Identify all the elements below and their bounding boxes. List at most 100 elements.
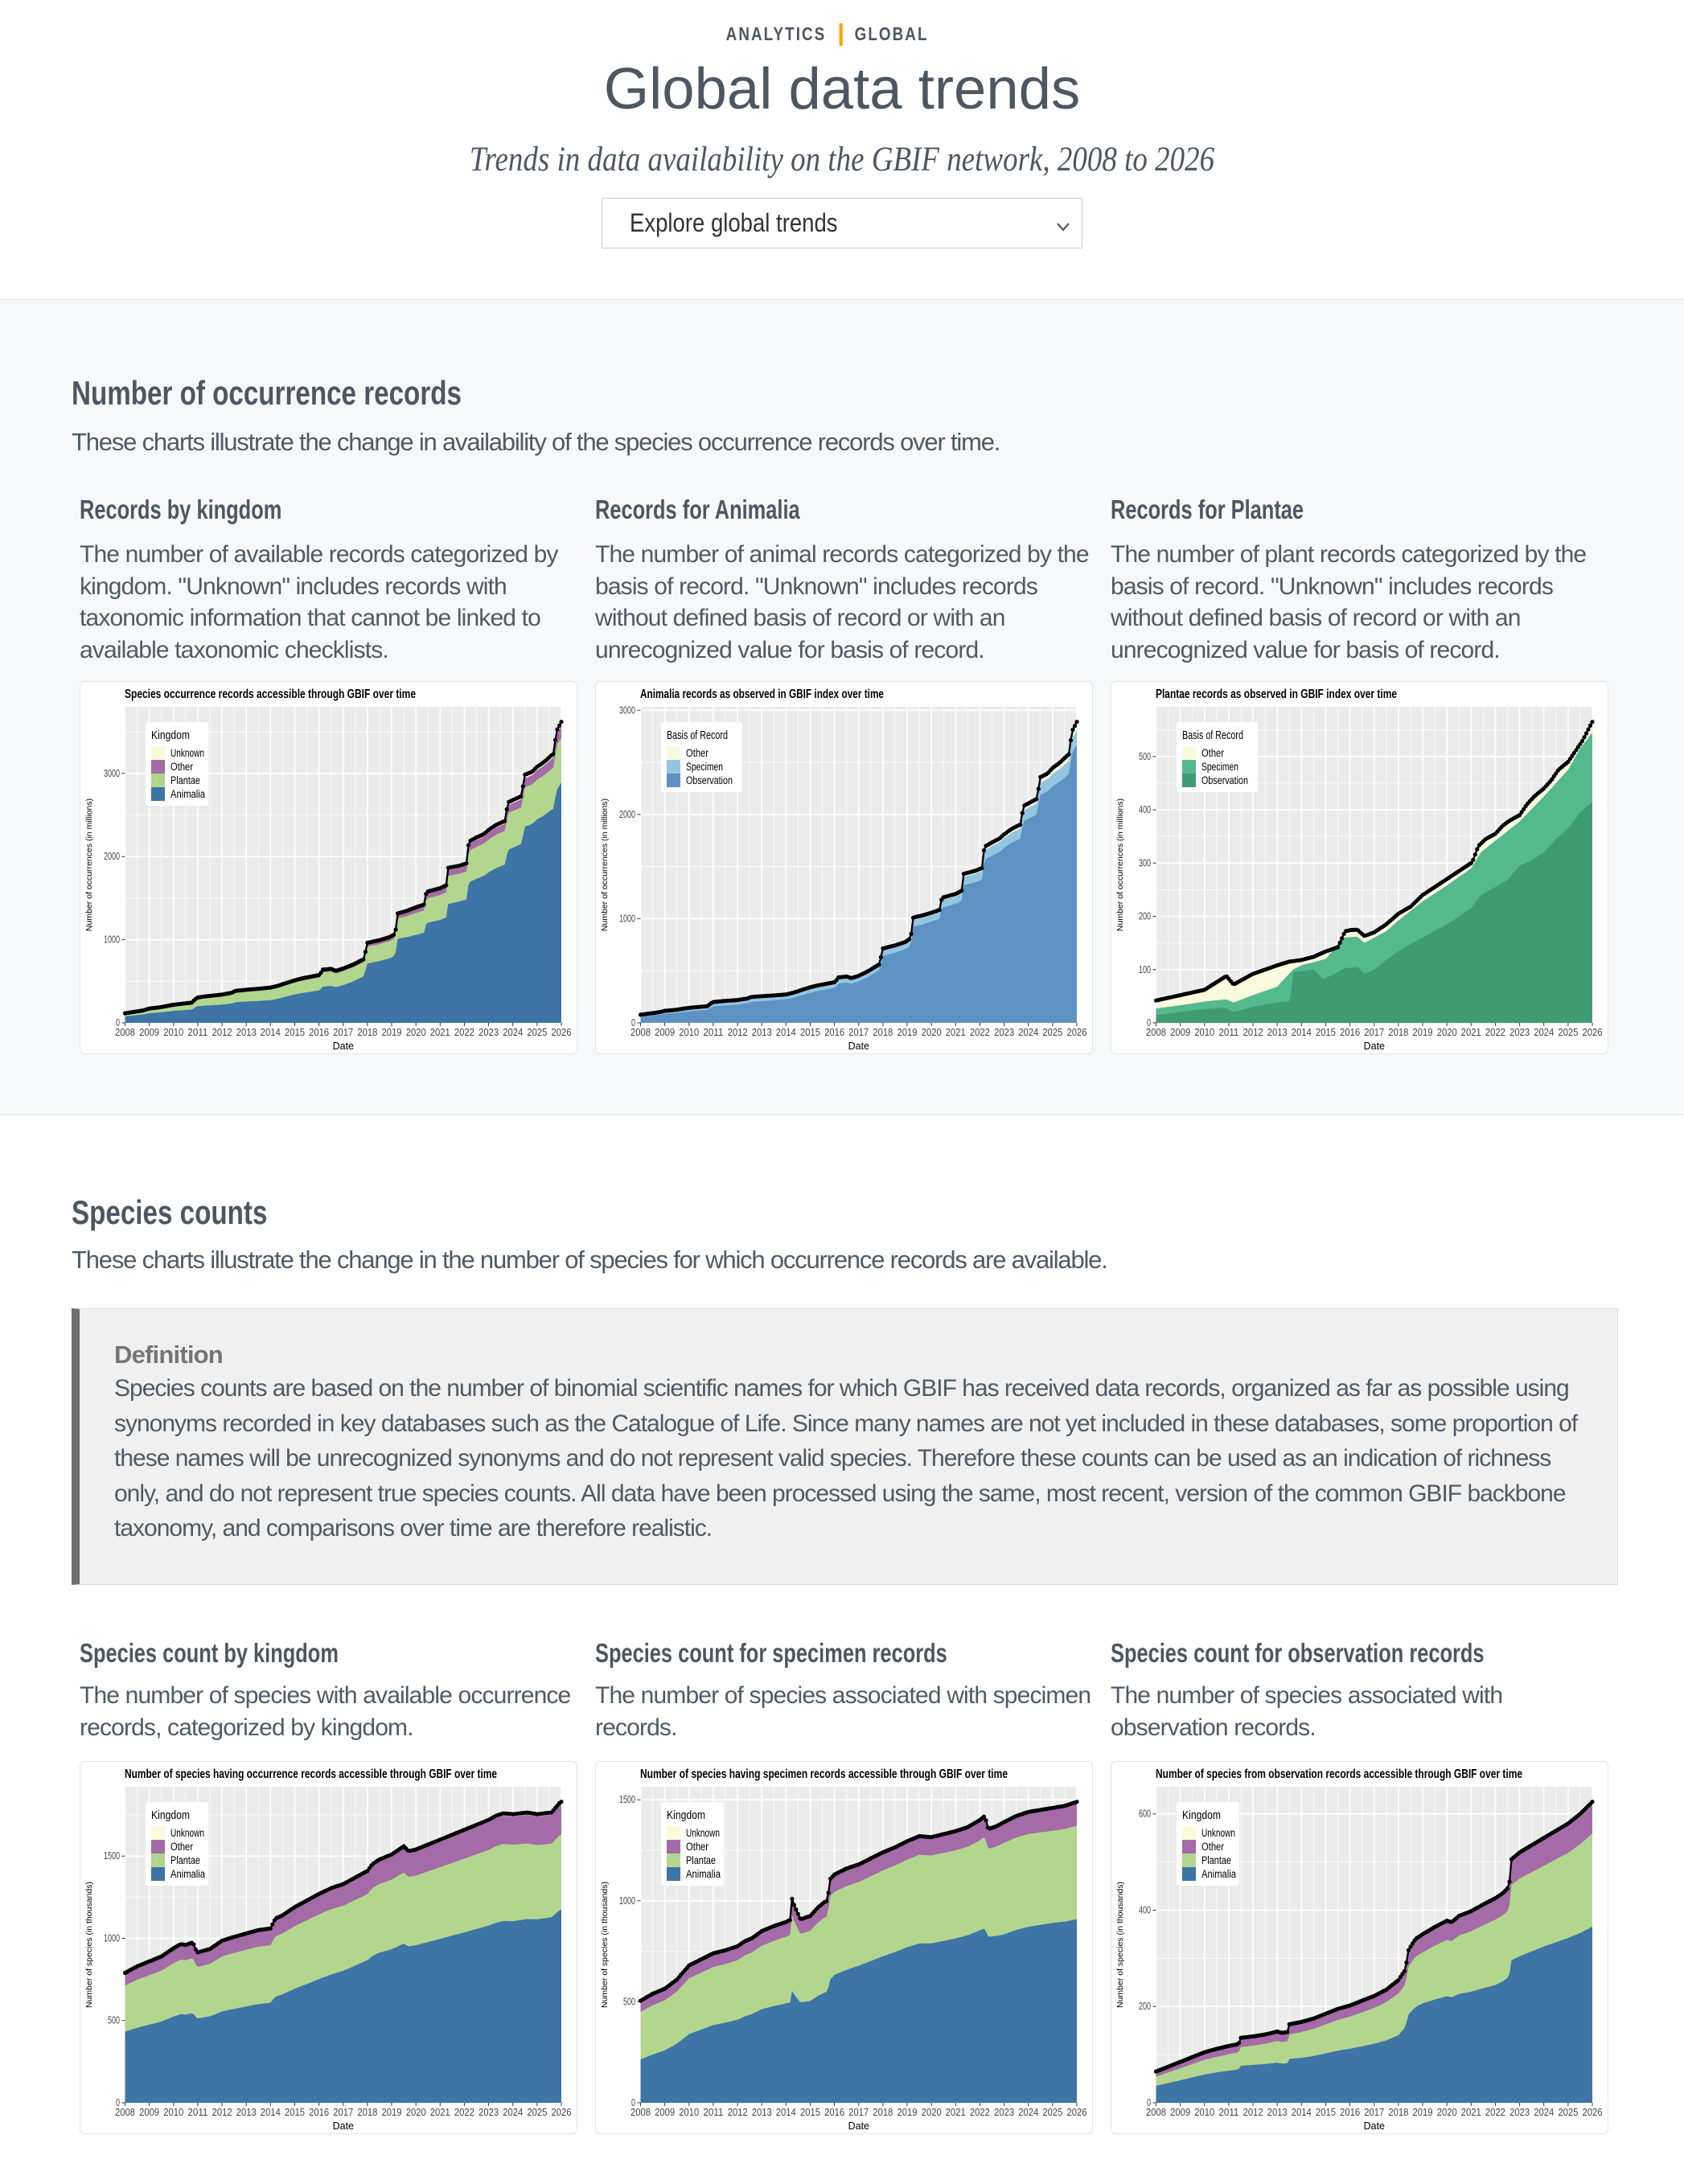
svg-text:2019: 2019 [1413,2106,1433,2118]
svg-text:2021: 2021 [1461,1026,1481,1038]
svg-text:2012: 2012 [728,1026,748,1038]
svg-text:2023: 2023 [994,2106,1014,2118]
svg-text:2017: 2017 [333,1026,353,1038]
svg-text:Unknown: Unknown [686,1827,720,1839]
svg-text:2000: 2000 [104,850,120,862]
svg-text:2019: 2019 [382,2106,402,2118]
svg-text:Other: Other [1201,747,1224,759]
svg-text:2026: 2026 [1583,1026,1603,1038]
svg-text:2015: 2015 [1316,1026,1336,1038]
svg-text:0: 0 [1147,2096,1151,2108]
svg-text:2009: 2009 [655,1026,675,1038]
svg-text:2018: 2018 [357,2106,377,2118]
svg-text:2015: 2015 [285,2106,305,2118]
svg-text:2010: 2010 [679,1026,699,1038]
svg-text:2017: 2017 [333,2106,353,2118]
svg-text:2018: 2018 [873,2106,893,2118]
svg-text:2015: 2015 [800,1026,820,1038]
svg-text:Plantae: Plantae [170,1854,200,1866]
svg-text:Specimen: Specimen [686,761,723,773]
svg-text:Animalia: Animalia [1201,1868,1236,1880]
svg-text:2018: 2018 [1388,2106,1408,2118]
svg-text:Kingdom: Kingdom [151,1808,190,1822]
svg-text:Kingdom: Kingdom [1182,1808,1221,1822]
svg-text:2008: 2008 [115,2106,135,2118]
svg-text:2017: 2017 [1364,2106,1384,2118]
svg-text:2020: 2020 [406,2106,426,2118]
svg-text:1000: 1000 [619,1895,635,1907]
svg-text:2012: 2012 [1243,2106,1263,2118]
svg-text:400: 400 [1139,803,1151,815]
svg-text:2016: 2016 [309,1026,329,1038]
svg-text:2025: 2025 [527,2106,547,2118]
svg-text:2013: 2013 [752,2106,772,2118]
svg-text:2008: 2008 [1146,2106,1166,2118]
svg-text:2017: 2017 [848,1026,869,1038]
svg-text:2015: 2015 [285,1026,305,1038]
svg-text:Other: Other [686,747,709,759]
svg-text:2018: 2018 [357,1026,377,1038]
svg-text:Number of species (in thousand: Number of species (in thousands) [600,1882,610,2008]
svg-text:2025: 2025 [1042,1026,1062,1038]
svg-text:Kingdom: Kingdom [667,1808,705,1822]
svg-text:2009: 2009 [139,1026,159,1038]
svg-text:2013: 2013 [1267,2106,1288,2118]
svg-text:Other: Other [686,1841,709,1853]
svg-text:0: 0 [116,2096,120,2108]
svg-text:Basis of Record: Basis of Record [1182,729,1243,742]
svg-text:2009: 2009 [1170,2106,1190,2118]
svg-text:2017: 2017 [1364,1026,1384,1038]
svg-text:2010: 2010 [163,2106,183,2118]
svg-text:2015: 2015 [1316,2106,1336,2118]
svg-text:2026: 2026 [1067,2106,1087,2118]
svg-text:600: 600 [1139,1808,1151,1820]
svg-text:Plantae: Plantae [170,774,200,786]
svg-text:2022: 2022 [1485,1026,1505,1038]
svg-text:2009: 2009 [655,2106,675,2118]
svg-text:Date: Date [848,2120,869,2132]
svg-text:200: 200 [1139,910,1151,922]
svg-text:2026: 2026 [552,2106,572,2118]
svg-text:2022: 2022 [970,2106,990,2118]
svg-text:2000: 2000 [619,808,635,820]
svg-text:2016: 2016 [824,2106,844,2118]
svg-text:Number of species (in thousand: Number of species (in thousands) [1115,1882,1125,2008]
svg-text:2022: 2022 [454,1026,474,1038]
svg-text:Unknown: Unknown [170,1827,204,1839]
svg-text:2011: 2011 [1218,2106,1238,2118]
svg-text:500: 500 [623,1995,635,2007]
svg-text:Number of species having speci: Number of species having specimen record… [640,1767,1008,1781]
svg-text:2016: 2016 [309,2106,329,2118]
svg-text:2026: 2026 [1583,2106,1603,2118]
svg-text:Specimen: Specimen [1201,761,1238,773]
svg-text:2024: 2024 [1534,2106,1554,2118]
svg-text:2019: 2019 [897,2106,918,2118]
svg-text:Number of species having occur: Number of species having occurrence reco… [125,1767,497,1781]
svg-text:2022: 2022 [454,2106,474,2118]
svg-text:0: 0 [1147,1016,1151,1028]
svg-text:3000: 3000 [619,704,635,716]
svg-text:500: 500 [1139,750,1151,762]
svg-text:Species occurrence records acc: Species occurrence records accessible th… [125,688,416,701]
svg-text:2013: 2013 [1267,1026,1288,1038]
svg-text:Plantae records as observed in: Plantae records as observed in GBIF inde… [1156,688,1397,701]
svg-text:1000: 1000 [619,912,635,924]
svg-text:2008: 2008 [630,2106,651,2118]
svg-text:1000: 1000 [104,1932,120,1944]
svg-text:2010: 2010 [679,2106,699,2118]
svg-text:2014: 2014 [1292,2106,1312,2118]
svg-text:2012: 2012 [1243,1026,1263,1038]
svg-text:Observation: Observation [1201,774,1248,786]
svg-text:Number of species from observa: Number of species from observation recor… [1156,1767,1522,1781]
svg-text:Date: Date [1364,2120,1385,2132]
svg-text:Observation: Observation [686,774,733,786]
svg-text:2014: 2014 [261,2106,281,2118]
svg-text:2020: 2020 [922,2106,942,2118]
svg-text:0: 0 [631,1016,635,1028]
svg-text:Basis of Record: Basis of Record [667,729,728,742]
svg-text:2011: 2011 [1218,1026,1238,1038]
svg-text:2022: 2022 [970,1026,990,1038]
svg-text:2008: 2008 [1146,1026,1166,1038]
svg-text:2020: 2020 [1437,2106,1457,2118]
svg-text:Date: Date [333,2120,354,2132]
